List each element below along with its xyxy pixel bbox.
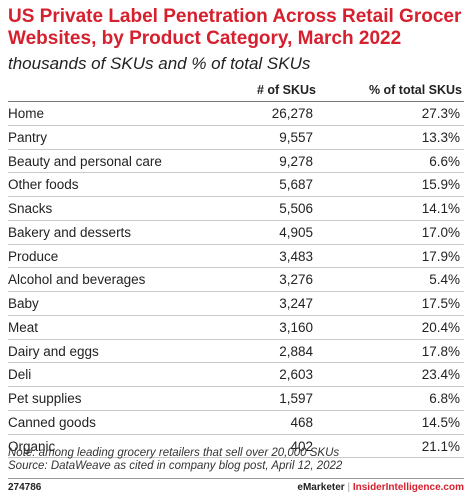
row-category: Snacks <box>8 201 53 216</box>
chart-note: Note: among leading grocery retailers th… <box>8 447 340 459</box>
row-skus: 2,603 <box>279 367 313 383</box>
table-row: Canned goods 468 14.5% <box>8 411 464 435</box>
row-pct: 14.1% <box>421 201 460 216</box>
row-category: Other foods <box>8 177 79 193</box>
row-pct: 17.8% <box>421 343 460 359</box>
row-pct: 21.1% <box>421 438 460 454</box>
row-category: Dairy and eggs <box>8 343 99 359</box>
row-category: Beauty and personal care <box>8 153 162 169</box>
chart-subtitle: thousands of SKUs and % of total SKUs <box>8 54 311 73</box>
table-row: Produce 3,483 17.9% <box>8 245 464 269</box>
table-row: Bakery and desserts 4,905 17.0% <box>8 221 464 245</box>
row-category: Home <box>8 106 45 121</box>
brand-separator: | <box>347 482 351 493</box>
table-header: # of SKUs % of total SKUs <box>8 79 464 102</box>
chart-id: 274786 <box>8 482 42 493</box>
row-skus: 2,884 <box>279 343 313 359</box>
row-pct: 15.9% <box>421 177 460 193</box>
brand-footer: eMarketer | InsiderIntelligence.com <box>297 482 464 493</box>
row-pct: 23.4% <box>421 367 460 383</box>
row-category: Organic <box>8 438 56 454</box>
table-row: Home 26,278 27.3% <box>8 102 464 126</box>
table-row: Dairy and eggs 2,884 17.8% <box>8 340 464 364</box>
row-category: Pet supplies <box>8 391 82 406</box>
row-pct: 17.0% <box>421 224 460 240</box>
row-pct: 13.3% <box>421 129 460 145</box>
row-skus: 9,557 <box>279 129 313 145</box>
row-category: Deli <box>8 367 32 383</box>
table-row: Snacks 5,506 14.1% <box>8 197 464 221</box>
row-pct: 5.4% <box>429 272 460 288</box>
chart-title: US Private Label Penetration Across Reta… <box>8 6 462 49</box>
table-body: Home 26,278 27.3% Pantry 9,557 13.3% Beauty an… <box>8 102 464 459</box>
table-row: Meat 3,160 20.4% <box>8 316 464 340</box>
row-pct: 17.9% <box>421 248 460 264</box>
table-row: Beauty and personal care 9,278 6.6% <box>8 150 464 174</box>
header-pct: % of total SKUs <box>368 83 462 97</box>
table-row: Deli 2,603 23.4% <box>8 363 464 387</box>
table-row: Alcohol and beverages 3,276 5.4% <box>8 268 464 292</box>
row-category: Canned goods <box>8 414 96 430</box>
table-row: Pet supplies 1,597 6.8% <box>8 387 464 411</box>
row-skus: 3,276 <box>279 272 313 288</box>
row-pct: 6.6% <box>429 153 460 169</box>
row-category: Baby <box>8 296 39 311</box>
row-skus: 3,483 <box>279 248 313 264</box>
row-pct: 20.4% <box>421 319 460 335</box>
row-skus: 402 <box>290 438 313 454</box>
row-skus: 3,247 <box>279 296 313 311</box>
row-pct: 27.3% <box>421 106 460 121</box>
table-row: Organic 402 21.1% <box>8 435 464 459</box>
row-skus: 3,160 <box>279 319 313 335</box>
table-row: Pantry 9,557 13.3% <box>8 126 464 150</box>
table-row: Other foods 5,687 15.9% <box>8 173 464 197</box>
row-category: Bakery and desserts <box>8 224 132 240</box>
chart-source: Source: DataWeave as cited in company bl… <box>8 460 343 472</box>
data-table: # of SKUs % of total SKUs Home 26,278 27.3… <box>8 79 464 459</box>
row-pct: 17.5% <box>421 296 460 311</box>
row-skus: 468 <box>290 414 313 430</box>
row-pct: 14.5% <box>421 414 460 430</box>
row-skus: 5,506 <box>279 201 313 216</box>
row-category: Meat <box>8 319 39 335</box>
row-pct: 6.8% <box>429 391 460 406</box>
footer-divider <box>8 478 464 479</box>
row-category: Produce <box>8 248 59 264</box>
row-skus: 26,278 <box>271 106 313 121</box>
row-skus: 9,278 <box>279 153 313 169</box>
brand-insider: InsiderIntelligence.com <box>352 482 464 493</box>
row-category: Alcohol and beverages <box>8 272 146 288</box>
header-skus: # of SKUs <box>256 83 316 97</box>
row-skus: 5,687 <box>279 177 313 193</box>
row-skus: 4,905 <box>279 224 313 240</box>
table-row: Baby 3,247 17.5% <box>8 292 464 316</box>
row-category: Pantry <box>8 129 48 145</box>
row-skus: 1,597 <box>279 391 313 406</box>
brand-emarketer: eMarketer <box>297 482 345 493</box>
